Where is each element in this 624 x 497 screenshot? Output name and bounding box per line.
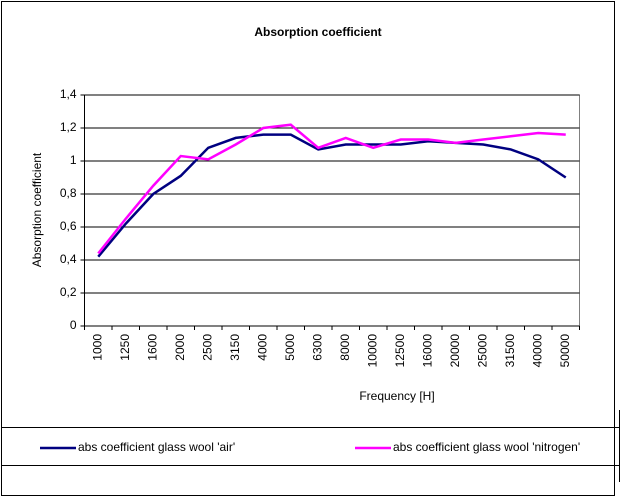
x-tick-label: 8000 (338, 334, 352, 361)
y-tick-label: 1,2 (60, 120, 77, 134)
x-tick-label: 3150 (228, 334, 242, 361)
x-tick-label: 2500 (200, 334, 214, 361)
x-tick-label: 1000 (90, 334, 104, 361)
y-tick-label: 0,8 (60, 186, 77, 200)
chart-title: Absorption coefficient (254, 25, 381, 39)
legend-label: abs coefficient glass wool 'air' (78, 440, 235, 454)
x-tick-label: 16000 (420, 334, 434, 368)
x-tick-label: 1600 (145, 334, 159, 361)
x-tick-label: 12500 (393, 334, 407, 368)
y-tick-label: 1,4 (60, 87, 77, 101)
x-tick-label: 2000 (173, 334, 187, 361)
y-axis-title: Absorption coefficient (30, 152, 44, 267)
x-tick-label: 10000 (365, 334, 379, 368)
plot-area (84, 94, 580, 327)
x-axis-title: Frequency [H] (359, 389, 434, 403)
legend-label: abs coefficient glass wool 'nitrogen' (393, 440, 580, 454)
series-line (97, 133, 567, 258)
x-tick-label: 20000 (448, 334, 462, 368)
x-tick-label: 5000 (283, 334, 297, 361)
x-tick-label: 4000 (255, 334, 269, 361)
series-line (97, 123, 566, 255)
y-tick-label: 1 (70, 153, 77, 167)
y-tick-label: 0,2 (60, 285, 77, 299)
y-tick-label: 0 (70, 318, 77, 332)
x-tick-label: 40000 (530, 334, 544, 368)
x-tick-label: 25000 (475, 334, 489, 368)
x-tick-label: 6300 (310, 334, 324, 361)
x-tick-label: 31500 (503, 334, 517, 368)
x-tick-label: 1250 (118, 334, 132, 361)
y-tick-label: 0,6 (60, 219, 77, 233)
x-tick-label: 50000 (558, 334, 572, 368)
y-tick-label: 0,4 (60, 252, 77, 266)
